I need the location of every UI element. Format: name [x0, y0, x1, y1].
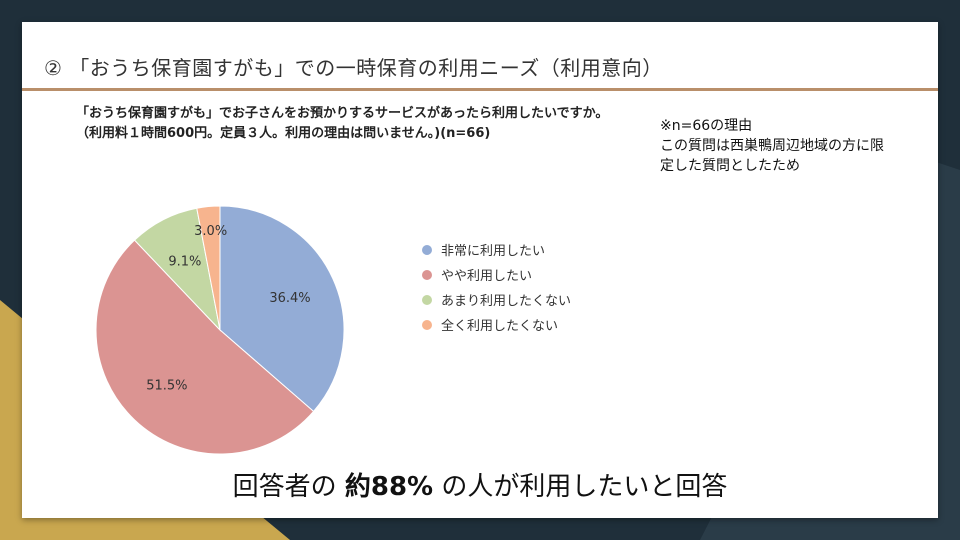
survey-question: 「おうち保育園すがも」でお子さんをお預かりするサービスがあったら利用したいですか… [76, 106, 609, 141]
title-rule [22, 88, 938, 91]
conclusion-pre: 回答者の [232, 472, 345, 502]
conclusion-highlight: 約88% [344, 472, 434, 502]
pie-value-label-4: 3.0% [194, 224, 227, 239]
legend-label-4: 全く利用したくない [441, 318, 558, 334]
conclusion-post: の人が利用したいと回答 [433, 472, 728, 502]
pie-chart: 36.4% 51.5% 9.1% 3.0% 非常に利用したいやや利用したいあまり利用し… [95, 205, 571, 455]
legend-marker-4 [422, 320, 432, 330]
legend-label-3: あまり利用したくない [441, 294, 571, 309]
legend-marker-2 [422, 270, 432, 280]
pie-slice-1 [219, 205, 345, 413]
pie-slice-2 [95, 239, 315, 455]
legend-marker-1 [422, 245, 432, 255]
pie-value-label-2: 51.5% [146, 379, 187, 394]
conclusion: 回答者の 約88% の人が利用したいと回答 [22, 466, 938, 503]
legend-marker-3 [422, 295, 432, 305]
pie-value-label-1: 36.4% [269, 291, 310, 306]
pie-slice-4 [196, 205, 221, 331]
sample-note: ※n=66の理由 この質問は西巣鴨周辺地域の方に限定した質問としたため [660, 118, 884, 174]
legend-label-2: やや利用したい [441, 269, 532, 284]
slide-title: ② 「おうち保育園すがも」での一時保育の利用ニーズ（利用意向） [44, 56, 663, 80]
legend-label-1: 非常に利用したい [441, 244, 545, 259]
pie-value-label-3: 9.1% [168, 255, 201, 270]
slide: ② 「おうち保育園すがも」での一時保育の利用ニーズ（利用意向） 「おうち保育園す… [22, 22, 938, 518]
